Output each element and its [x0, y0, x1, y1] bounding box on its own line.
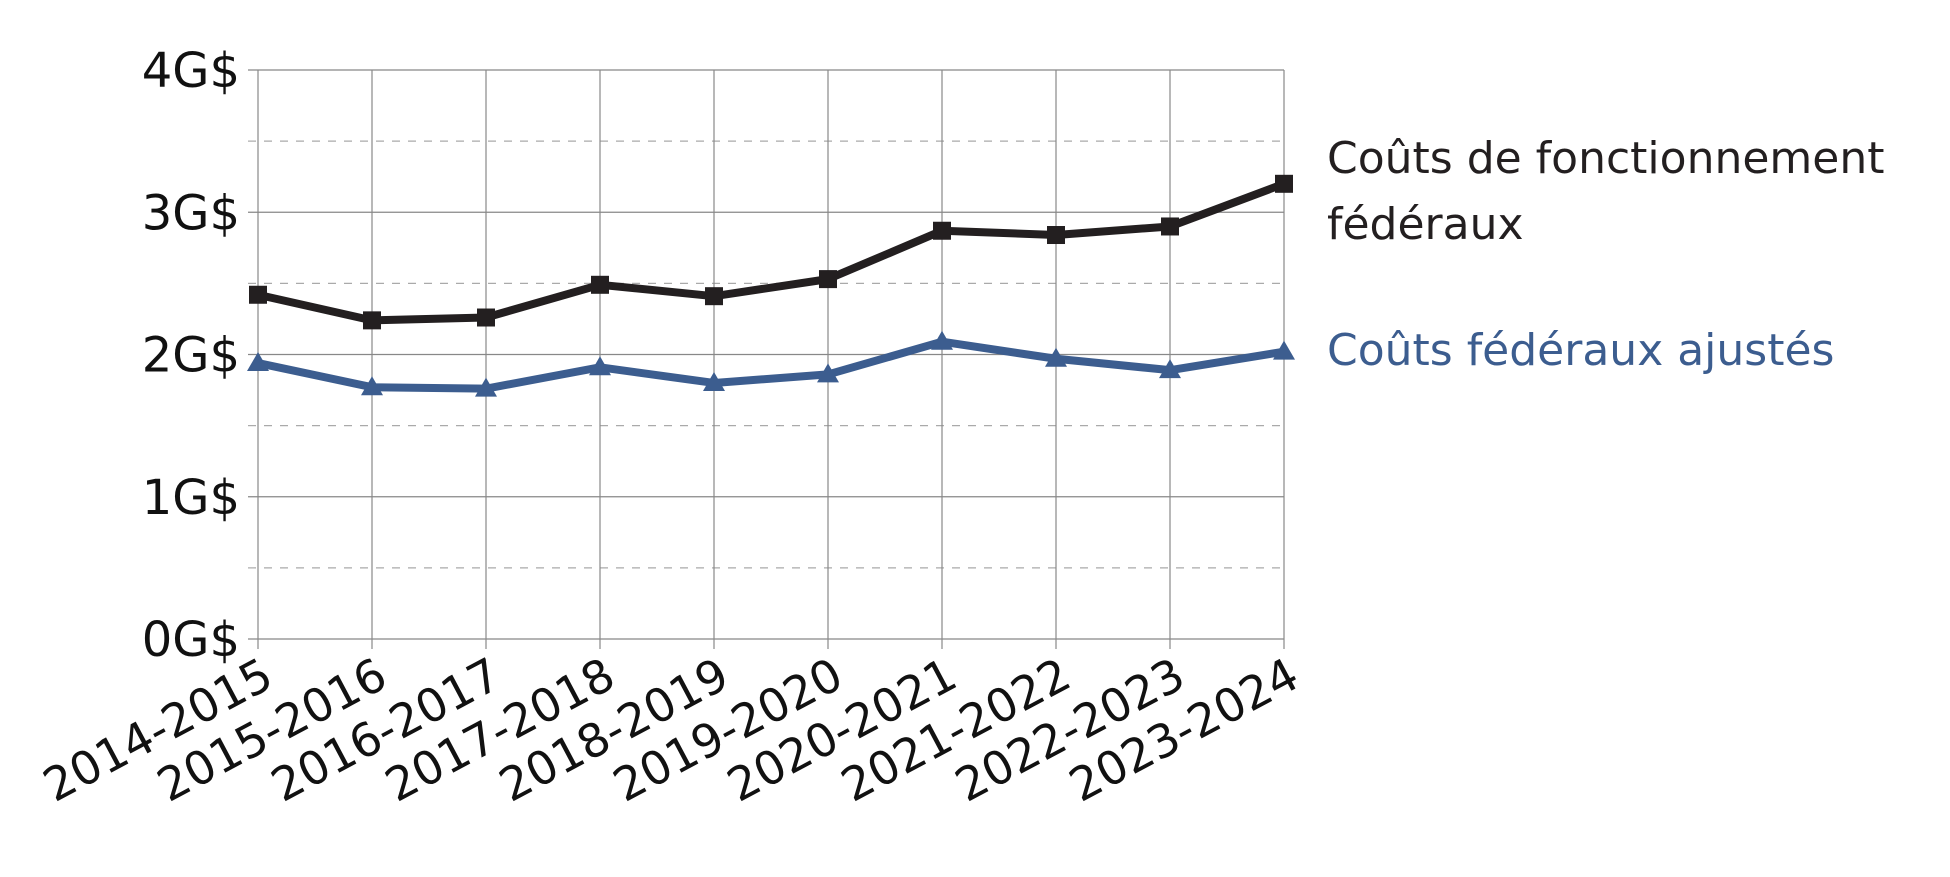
marker [1047, 226, 1065, 245]
y-tick-label: 2G$ [142, 328, 240, 384]
marker [703, 371, 725, 391]
marker [361, 376, 383, 396]
marker [1045, 347, 1067, 367]
marker [363, 311, 381, 330]
y-tick-label: 3G$ [142, 185, 240, 241]
legend-entry: Coûts de fonctionnement fédéraux [1327, 132, 1885, 250]
marker [933, 221, 951, 240]
marker [247, 352, 269, 372]
marker [931, 330, 953, 350]
marker [475, 377, 497, 397]
marker [705, 287, 723, 306]
marker [589, 356, 611, 376]
marker [249, 285, 267, 304]
marker [817, 363, 839, 383]
legend-entry: Coûts fédéraux ajustés [1327, 324, 1835, 376]
marker [1159, 359, 1181, 379]
y-tick-label: 1G$ [142, 470, 240, 526]
marker [477, 308, 495, 327]
marker [1275, 174, 1293, 193]
marker [819, 270, 837, 289]
y-tick-label: 4G$ [142, 43, 240, 99]
series-line [257, 180, 1286, 325]
marker [1273, 340, 1295, 360]
y-tick-label: 0G$ [142, 612, 240, 668]
marker [591, 275, 609, 294]
marker [1161, 217, 1179, 236]
series-line [257, 337, 1285, 393]
